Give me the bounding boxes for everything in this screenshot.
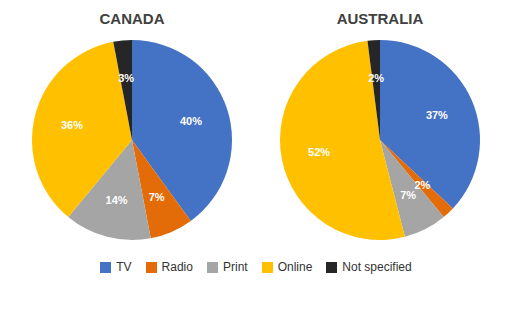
svg-text:7%: 7% [400,189,416,201]
svg-text:40%: 40% [180,115,202,127]
svg-text:2%: 2% [414,179,430,191]
svg-text:36%: 36% [61,119,83,131]
svg-text:7%: 7% [149,191,165,203]
svg-text:2%: 2% [368,72,384,84]
svg-text:14%: 14% [106,194,128,206]
svg-text:52%: 52% [308,146,330,158]
svg-text:37%: 37% [426,109,448,121]
html-text:AUSTRALIA: AUSTRALIA [336,10,424,27]
html-text:CANADA: CANADA [99,10,165,27]
html-text:Print: Print [223,260,248,274]
html-text:Not specified: Not specified [342,260,412,274]
html-text:TV: TV [116,260,132,274]
html-text:Online: Online [277,260,313,274]
html-text:Radio: Radio [161,260,193,274]
svg-text:3%: 3% [118,72,134,84]
